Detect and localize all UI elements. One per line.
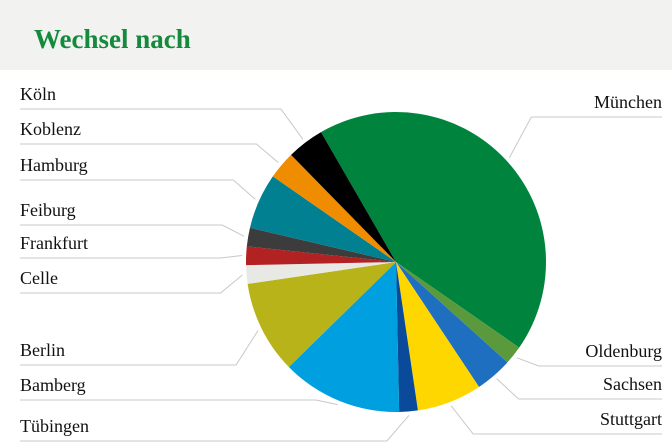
slice-label: Köln — [20, 84, 56, 104]
leader-line — [20, 143, 279, 163]
slice-label: Berlin — [20, 340, 65, 360]
pie-slice — [272, 154, 396, 262]
leader-line — [20, 274, 243, 294]
leader-line — [450, 405, 662, 435]
leader-line — [496, 378, 662, 400]
pie-slice — [396, 262, 480, 411]
pie-slice — [247, 262, 396, 367]
leader-line — [516, 357, 662, 367]
slice-label: Hamburg — [20, 155, 88, 175]
pie-slice — [288, 262, 400, 412]
slice-label: Bamberg — [20, 375, 86, 395]
leader-line — [508, 116, 662, 158]
slice-label: Oldenburg — [585, 341, 662, 361]
leader-line — [20, 255, 243, 259]
pie-slice — [249, 176, 396, 262]
pie-slice — [246, 246, 396, 266]
pie-slice — [321, 112, 546, 348]
slice-label: Celle — [20, 268, 58, 288]
leader-line — [20, 108, 304, 140]
pie-slice — [246, 227, 396, 262]
leader-line — [20, 399, 338, 406]
slice-label: Sachsen — [603, 374, 662, 394]
pie-slice — [396, 262, 520, 363]
pie-slice — [396, 262, 418, 412]
leader-line — [20, 330, 259, 366]
slice-label: Stuttgart — [600, 409, 662, 429]
slice-label: Feiburg — [20, 200, 76, 220]
leader-line — [20, 224, 245, 237]
leader-line — [20, 415, 410, 442]
header — [0, 0, 672, 70]
chart-title: Wechsel nach — [34, 24, 191, 54]
pie-slice — [396, 262, 508, 387]
slice-label: Tübingen — [20, 416, 89, 436]
pie-slice — [246, 262, 396, 284]
slice-label: München — [594, 92, 662, 112]
slice-label: Koblenz — [20, 119, 81, 139]
pie-slice — [291, 132, 396, 262]
leader-line — [20, 179, 256, 200]
slice-label: Frankfurt — [20, 233, 88, 253]
